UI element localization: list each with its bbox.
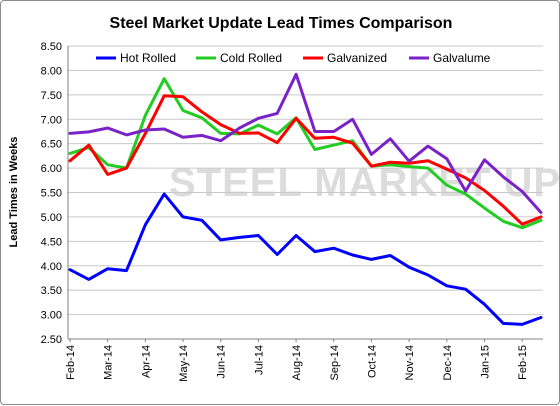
- y-tick-label: 2.50: [41, 334, 62, 346]
- y-tick-label: 8.00: [41, 65, 62, 77]
- x-tick-label: Apr-14: [140, 345, 152, 378]
- y-tick-label: 5.00: [41, 212, 62, 224]
- x-tick-label: Aug-14: [291, 345, 303, 380]
- series-line-galvanized: [68, 94, 543, 226]
- series-line-hot-rolled: [68, 192, 543, 326]
- x-tick-label: Jun-14: [216, 345, 228, 379]
- series-lines: [68, 72, 543, 326]
- y-tick-label: 3.50: [41, 285, 62, 297]
- y-tick-label: 7.00: [41, 114, 62, 126]
- x-tick-label: Feb-15: [517, 345, 529, 380]
- x-tick-label: Feb-14: [65, 345, 77, 380]
- legend-label: Hot Rolled: [120, 51, 176, 65]
- x-tick-label: Oct-14: [366, 345, 378, 378]
- y-tick-label: 6.00: [41, 163, 62, 175]
- legend: Hot Rolled Cold Rolled Galvanized Galvalume: [96, 51, 491, 65]
- x-tick-label: Jan-15: [479, 345, 491, 379]
- series-line-cold-rolled: [68, 77, 543, 230]
- y-tick-label: 3.00: [41, 310, 62, 322]
- y-tick-label: 4.00: [41, 261, 62, 273]
- y-tick-label: 5.50: [41, 188, 62, 200]
- x-tick-label: Mar-14: [103, 345, 115, 380]
- x-tick-label: May-14: [178, 345, 190, 382]
- series-line-galvalume: [68, 72, 543, 214]
- x-tick-label: Jul-14: [253, 345, 265, 375]
- legend-label: Galvalume: [433, 51, 491, 65]
- chart-title: Steel Market Update Lead Times Compariso…: [110, 15, 453, 32]
- y-tick-label: 8.50: [41, 41, 62, 53]
- x-tick-labels: Feb-14 Mar-14 Apr-14 May-14 Jun-14 Jul-14 Aug-…: [65, 339, 529, 382]
- x-tick-label: Dec-14: [442, 345, 454, 380]
- x-tick-label: Nov-14: [404, 345, 416, 380]
- legend-label: Cold Rolled: [220, 51, 282, 65]
- legend-label: Galvanized: [327, 51, 387, 65]
- x-tick-label: Sep-14: [329, 345, 341, 380]
- y-tick-label: 7.50: [41, 90, 62, 102]
- y-tick-label: 4.50: [41, 236, 62, 248]
- y-tick-labels: 8.50 8.00 7.50 7.00 6.50 6.00 5.50 5.00 4.50 4.00…: [41, 41, 62, 346]
- y-tick-label: 6.50: [41, 139, 62, 151]
- y-axis-title: Lead Times in Weeks: [8, 137, 20, 248]
